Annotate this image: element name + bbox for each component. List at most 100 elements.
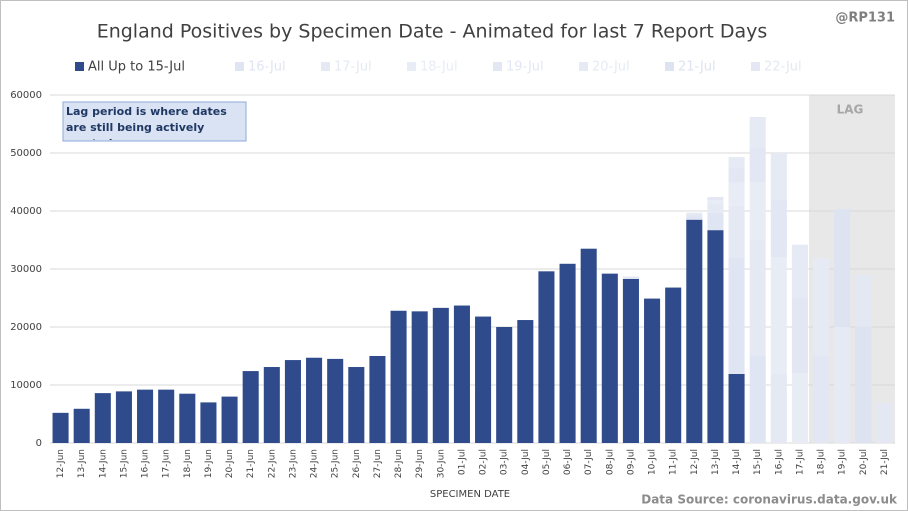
bar xyxy=(580,248,597,443)
bar xyxy=(369,356,386,443)
legend-swatch xyxy=(321,62,330,71)
x-tick-label: 15-Jul xyxy=(753,449,763,475)
x-tick-label: 24-Jun xyxy=(310,449,320,478)
x-tick-label: 22-Jun xyxy=(267,449,277,478)
bar xyxy=(707,230,724,443)
bar xyxy=(73,408,90,443)
bar xyxy=(327,358,344,443)
bar xyxy=(644,298,661,443)
x-tick-label: 21-Jun xyxy=(246,449,256,478)
x-tick-label: 17-Jul xyxy=(795,449,805,475)
chart-title: England Positives by Specimen Date - Ani… xyxy=(97,21,768,43)
x-tick-label: 12-Jun xyxy=(56,449,66,478)
bar xyxy=(432,307,449,443)
bar xyxy=(728,373,745,443)
bar xyxy=(728,168,745,183)
bar xyxy=(221,396,238,443)
x-tick-label: 12-Jul xyxy=(690,449,700,475)
lag-label: LAG xyxy=(837,103,864,117)
bar xyxy=(137,389,154,443)
y-tick-label: 10000 xyxy=(10,380,42,391)
bar xyxy=(749,117,766,148)
bar xyxy=(538,271,555,443)
bar xyxy=(834,209,851,327)
handle: @RP131 xyxy=(835,11,895,26)
legend-label: 17-Jul xyxy=(334,60,372,75)
bar xyxy=(749,147,766,182)
bar xyxy=(770,153,787,200)
legend-label: 21-Jul xyxy=(678,60,716,75)
x-tick-label: 10-Jul xyxy=(648,449,658,475)
x-tick-label: 11-Jul xyxy=(669,449,679,475)
legend-label: 20-Jul xyxy=(592,60,630,75)
y-tick-label: 30000 xyxy=(10,264,42,275)
legend-swatch xyxy=(665,62,674,71)
x-tick-label: 28-Jun xyxy=(394,449,404,478)
bar xyxy=(348,367,365,443)
x-tick-label: 04-Jul xyxy=(521,449,531,475)
bar xyxy=(390,310,407,443)
bar xyxy=(496,327,513,443)
plot-area: 0 10000 20000 30000 40000 50000 60000 12-Jun 13-… xyxy=(10,90,895,478)
x-tick-label: 19-Jun xyxy=(204,449,214,478)
x-tick-label: 07-Jul xyxy=(584,449,594,475)
x-tick-label: 26-Jun xyxy=(352,449,362,478)
bar xyxy=(749,356,766,443)
bar xyxy=(453,305,470,443)
x-tick-label: 05-Jul xyxy=(542,449,552,475)
legend-label: All Up to 15-Jul xyxy=(88,60,185,75)
bar xyxy=(94,393,111,443)
bar xyxy=(263,367,280,443)
bar xyxy=(686,212,703,216)
bar xyxy=(707,212,724,231)
bar xyxy=(707,204,724,213)
source: Data Source: coronavirus.data.gov.uk xyxy=(641,493,898,507)
legend-label: 22-Jul xyxy=(764,60,802,75)
bar xyxy=(707,197,724,200)
x-tick-label: 23-Jun xyxy=(288,449,298,478)
x-tick-label: 06-Jul xyxy=(563,449,573,475)
bar xyxy=(791,298,808,374)
bar xyxy=(813,356,830,443)
bar xyxy=(306,357,323,443)
bar xyxy=(728,257,745,374)
bar xyxy=(728,182,745,206)
bar xyxy=(158,389,175,443)
x-tick-label: 18-Jun xyxy=(183,449,193,478)
bar xyxy=(52,412,69,443)
bar xyxy=(770,199,787,258)
bar xyxy=(622,276,639,279)
x-tick-label: 29-Jun xyxy=(415,449,425,478)
x-tick-label: 02-Jul xyxy=(479,449,489,475)
bar xyxy=(770,257,787,374)
bar xyxy=(242,371,259,443)
legend-label: 18-Jul xyxy=(420,60,458,75)
x-tick-label: 13-Jul xyxy=(711,449,721,475)
legend-swatch xyxy=(235,62,244,71)
y-tick-label: 0 xyxy=(36,438,42,449)
bar xyxy=(622,278,639,443)
x-tick-label: 27-Jun xyxy=(373,449,383,478)
x-axis-title: SPECIMEN DATE xyxy=(430,489,510,500)
bar xyxy=(855,274,872,327)
x-tick-label: 17-Jun xyxy=(162,449,172,478)
annotation-box xyxy=(62,101,247,142)
x-tick-label: 09-Jul xyxy=(626,449,636,475)
bar xyxy=(749,240,766,356)
bar xyxy=(707,199,724,205)
bar xyxy=(791,244,808,298)
legend-label: 16-Jul xyxy=(248,60,286,75)
x-tick-label: 30-Jun xyxy=(436,449,446,478)
y-tick-label: 40000 xyxy=(10,206,42,217)
bar xyxy=(876,402,893,443)
annotation: Lag period is where dates are still bein… xyxy=(66,105,227,140)
y-tick-label: 60000 xyxy=(10,90,42,101)
x-tick-label: 16-Jul xyxy=(774,449,784,475)
bar xyxy=(179,393,196,443)
x-tick-label: 08-Jul xyxy=(605,449,615,475)
legend-label: 19-Jul xyxy=(506,60,544,75)
bar xyxy=(686,219,703,443)
x-tick-label: 20-Jul xyxy=(859,449,869,475)
bar xyxy=(813,258,830,356)
